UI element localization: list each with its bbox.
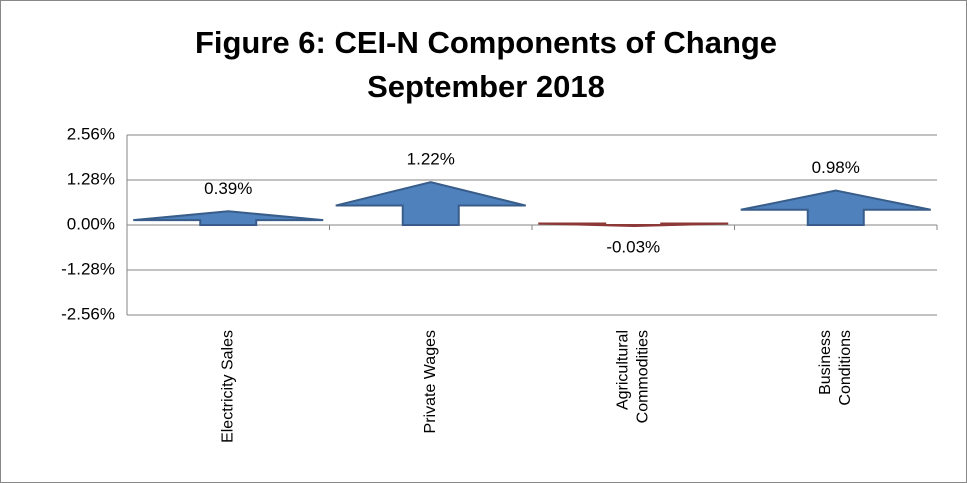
y-tick-label: 2.56% <box>67 124 115 143</box>
y-tick-label: -2.56% <box>61 304 115 323</box>
chart-title: Figure 6: CEI-N Components of Change <box>195 25 777 60</box>
arrow <box>133 210 324 226</box>
value-label: -0.03% <box>606 238 660 257</box>
x-tick-label: Business Conditions <box>817 330 854 406</box>
value-label: 0.98% <box>812 158 860 177</box>
y-tick-label: 1.28% <box>67 169 115 188</box>
y-tick-label: -1.28% <box>61 259 115 278</box>
x-tick-label: Private Wages <box>422 330 439 433</box>
x-tick-label: Agricultural Commodities <box>614 330 651 423</box>
arrow <box>335 181 526 226</box>
arrow <box>538 222 729 228</box>
arrow <box>740 189 931 226</box>
value-label: 0.39% <box>204 179 252 198</box>
chart-subtitle: September 2018 <box>367 69 605 104</box>
x-tick-label: Electricity Sales <box>219 330 236 443</box>
value-label: 1.22% <box>407 150 455 169</box>
y-tick-label: 0.00% <box>67 214 115 233</box>
